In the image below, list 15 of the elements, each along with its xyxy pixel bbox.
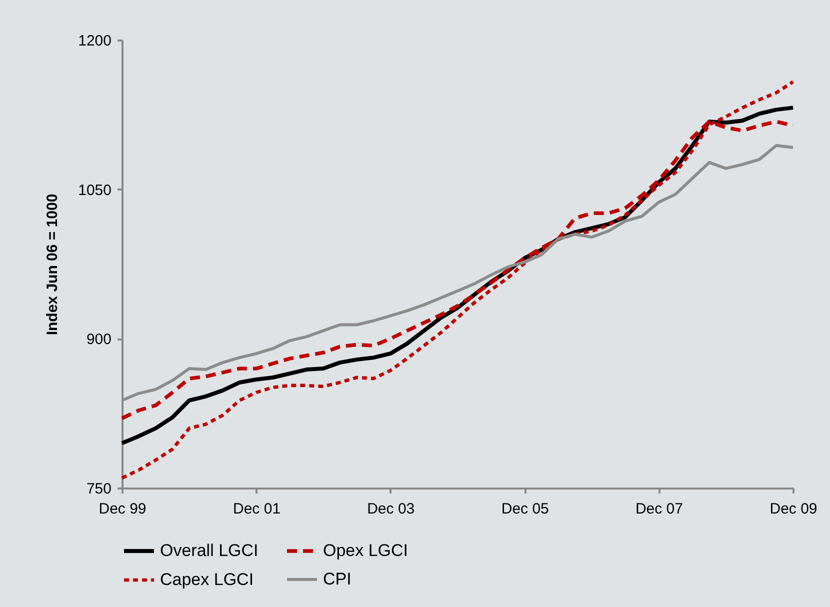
x-tick-label: Dec 09 [770,500,818,518]
legend-label: Overall LGCI [160,541,258,560]
x-tick-label: Dec 05 [501,500,549,518]
x-tick-label: Dec 03 [367,500,415,518]
legend-label: Opex LGCI [323,541,408,560]
legend-label: CPI [323,570,352,588]
y-tick-label: 750 [86,480,112,498]
x-tick-label: Dec 99 [98,500,146,518]
x-tick-label: Dec 01 [233,500,281,518]
y-tick-label: 1050 [78,182,112,199]
y-tick-label: 900 [86,331,112,348]
y-tick-label: 1200 [78,32,112,50]
x-tick-label: Dec 07 [635,500,683,518]
legend-label: Capex LGCI [160,570,254,589]
y-axis-title: Index Jun 06 = 1000 [44,194,62,336]
